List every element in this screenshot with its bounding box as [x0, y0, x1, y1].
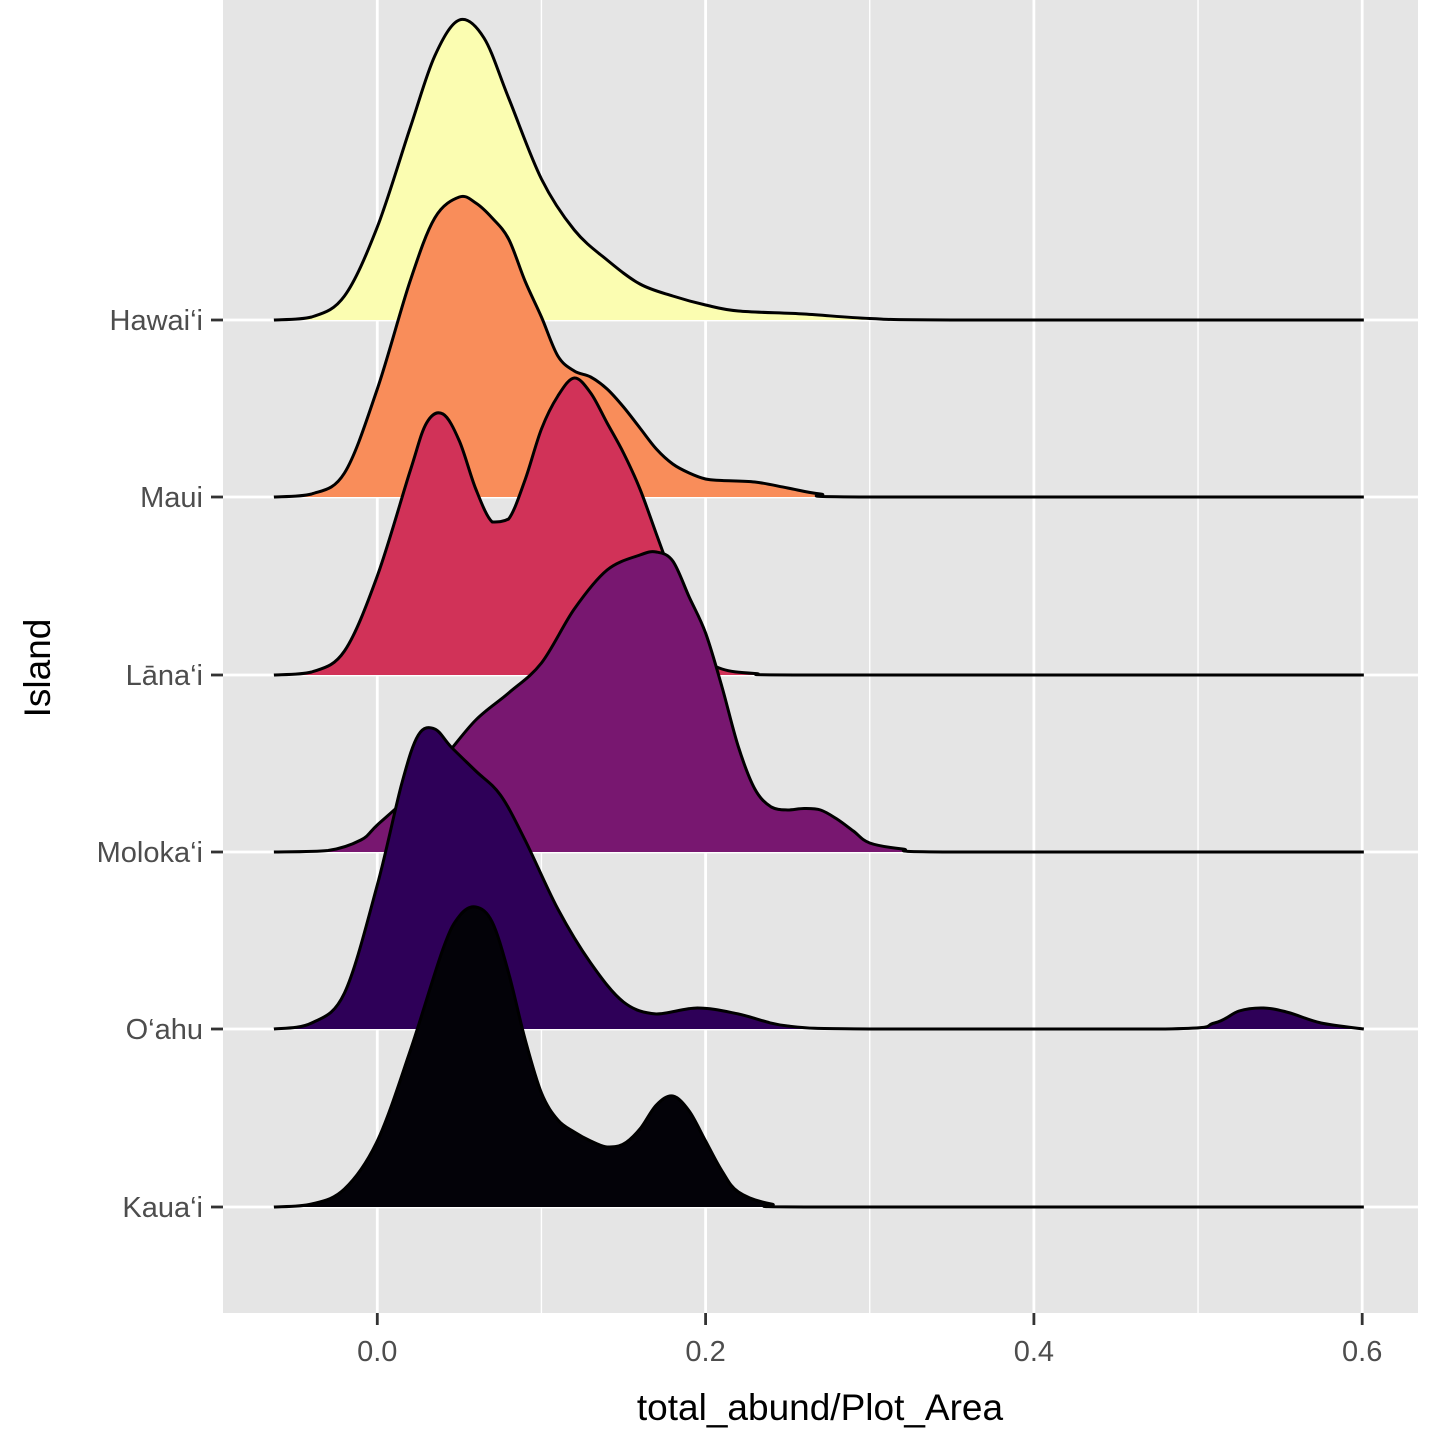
- y-tick-label-o-ahu: O‘ahu: [126, 1014, 203, 1046]
- ridge-fill-moloka-i: [273, 551, 1364, 852]
- x-tick-label: 0.6: [1342, 1336, 1382, 1368]
- x-tick-label: 0.4: [1014, 1336, 1054, 1368]
- ridge-outline-kaua-i: [273, 905, 1364, 1209]
- density-ridges: [273, 17, 1365, 1209]
- y-tick-label-maui: Maui: [140, 482, 203, 514]
- ridge-outline-la-na-i: [273, 376, 1364, 677]
- x-axis: 0.0 0.2 0.4 0.6: [357, 1313, 1382, 1368]
- x-axis-title: total_abund/Plot_Area: [637, 1387, 1004, 1428]
- ridge-outline-o-ahu: [273, 726, 1365, 1031]
- ridge-fill-la-na-i: [273, 377, 1364, 675]
- ridge-outline-maui: [273, 194, 1364, 499]
- y-axis: Kaua‘i O‘ahu Moloka‘i Lāna‘i Maui Hawai‘i: [97, 305, 223, 1224]
- ridge-fill-hawai-i: [273, 19, 1364, 320]
- y-axis-title: Island: [17, 619, 58, 718]
- x-tick-label: 0.0: [357, 1336, 397, 1368]
- y-tick-label-hawai-i: Hawai‘i: [110, 305, 203, 337]
- ridge-fill-o-ahu: [273, 727, 1364, 1029]
- y-tick-label-la-na-i: Lāna‘i: [126, 660, 203, 692]
- x-tick-label: 0.2: [685, 1336, 725, 1368]
- ridge-fill-kaua-i: [273, 906, 1364, 1207]
- y-tick-label-kaua-i: Kaua‘i: [122, 1192, 203, 1224]
- ridge-outline-hawai-i: [273, 17, 1364, 322]
- y-tick-label-moloka-i: Moloka‘i: [97, 837, 203, 869]
